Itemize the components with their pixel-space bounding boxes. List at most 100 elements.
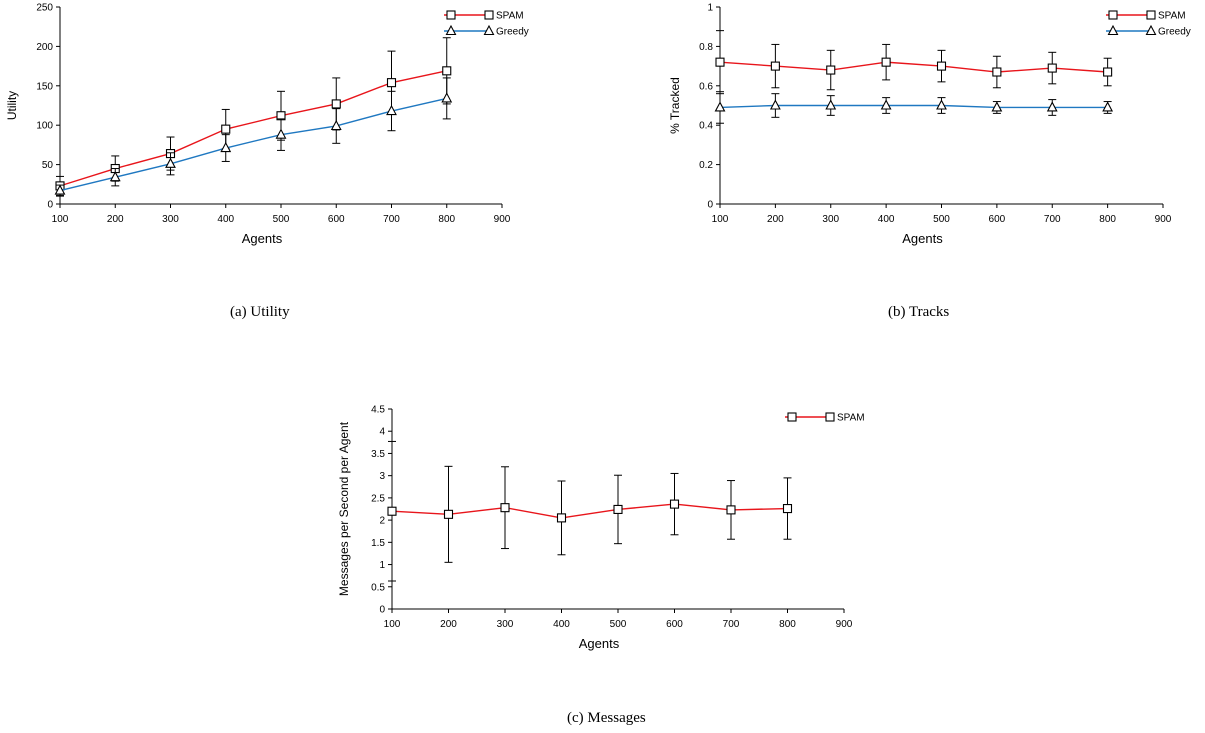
spam-series-line bbox=[59, 70, 447, 187]
greedy-data-point bbox=[109, 171, 121, 182]
greedy-legend-label: Greedy bbox=[1158, 27, 1191, 38]
x-axis-label: Agents bbox=[242, 231, 283, 246]
x-tick-label: 100 bbox=[384, 619, 401, 630]
x-tick-label: 100 bbox=[52, 214, 69, 225]
y-tick-label: 0.2 bbox=[699, 160, 713, 171]
y-tick-label: 0.5 bbox=[371, 582, 385, 593]
x-tick-label: 100 bbox=[712, 214, 729, 225]
x-tick-label: 700 bbox=[723, 619, 740, 630]
caption-tracks: (b) Tracks bbox=[888, 304, 950, 320]
x-tick-label: 800 bbox=[438, 214, 455, 225]
greedy-legend-marker bbox=[483, 24, 495, 36]
greedy-data-point bbox=[275, 128, 287, 139]
y-tick-label: 3.5 bbox=[371, 449, 385, 460]
spam-legend-marker bbox=[484, 10, 494, 20]
y-tick-label: 1 bbox=[379, 560, 385, 571]
spam-data-point bbox=[443, 509, 454, 519]
greedy-data-point bbox=[991, 101, 1003, 112]
spam-legend-marker bbox=[1146, 10, 1156, 20]
greedy-data-point bbox=[330, 119, 342, 131]
x-tick-label: 900 bbox=[494, 214, 511, 225]
y-tick-label: 50 bbox=[42, 160, 54, 171]
spam-legend-label: SPAM bbox=[837, 413, 865, 424]
chart-messages: 0 0.5 1 1.5 2 2.5 3 3.5 4 4.5 100 200 300 400 500 600 70… bbox=[337, 405, 865, 652]
x-axis-label: Agents bbox=[579, 636, 620, 651]
y-tick-label: 3 bbox=[379, 471, 385, 482]
spam-data-point bbox=[386, 78, 397, 88]
x-tick-label: 800 bbox=[779, 619, 796, 630]
spam-legend-marker bbox=[1108, 10, 1118, 20]
x-tick-label: 900 bbox=[1155, 214, 1172, 225]
x-tick-label: 600 bbox=[328, 214, 345, 225]
x-tick-label: 700 bbox=[1044, 214, 1061, 225]
x-tick-label: 600 bbox=[989, 214, 1006, 225]
spam-data-point bbox=[556, 513, 567, 523]
y-tick-label: 0 bbox=[47, 200, 53, 211]
x-tick-label: 400 bbox=[553, 619, 570, 630]
spam-legend-marker bbox=[787, 412, 797, 422]
x-tick-label: 900 bbox=[836, 619, 853, 630]
greedy-legend-marker bbox=[445, 24, 457, 36]
spam-legend-label: SPAM bbox=[496, 11, 524, 22]
greedy-data-point bbox=[165, 157, 176, 168]
chart-utility: 0 50 100 150 200 250 100 200 300 400 500 600 700 800 9… bbox=[5, 3, 529, 247]
y-tick-label: 250 bbox=[36, 3, 53, 14]
x-tick-label: 400 bbox=[878, 214, 895, 225]
x-axis-label: Agents bbox=[902, 231, 943, 246]
spam-data-point bbox=[1103, 67, 1113, 77]
spam-data-point bbox=[221, 124, 231, 134]
spam-series-line bbox=[719, 61, 1108, 73]
x-tick-label: 200 bbox=[440, 619, 457, 630]
greedy-data-point bbox=[825, 99, 837, 110]
spam-data-point bbox=[936, 61, 947, 71]
y-tick-label: 4 bbox=[379, 427, 385, 438]
spam-data-point bbox=[992, 67, 1002, 77]
y-tick-label: 0.6 bbox=[699, 81, 713, 92]
greedy-series-line bbox=[719, 104, 1108, 109]
greedy-data-point bbox=[1046, 101, 1058, 112]
y-axis-label: Messages per Second per Agent bbox=[337, 421, 351, 596]
greedy-data-point bbox=[441, 92, 453, 103]
y-tick-label: 150 bbox=[36, 81, 53, 92]
greedy-data-point bbox=[54, 184, 66, 195]
spam-data-point bbox=[613, 504, 623, 514]
spam-data-point bbox=[715, 57, 725, 67]
greedy-legend-marker bbox=[1145, 24, 1157, 36]
x-tick-label: 300 bbox=[822, 214, 839, 225]
y-tick-label: 0.8 bbox=[699, 42, 713, 53]
x-tick-label: 700 bbox=[383, 214, 400, 225]
x-tick-label: 500 bbox=[610, 619, 627, 630]
y-axis-label: Utility bbox=[5, 91, 19, 120]
greedy-data-point bbox=[936, 99, 947, 110]
spam-data-point bbox=[669, 499, 680, 509]
spam-data-point bbox=[500, 503, 510, 513]
spam-data-point bbox=[442, 66, 452, 76]
caption-messages: (c) Messages bbox=[567, 710, 646, 726]
spam-data-point bbox=[331, 99, 341, 109]
spam-legend-marker bbox=[825, 412, 835, 422]
greedy-data-point bbox=[880, 99, 892, 110]
spam-data-point bbox=[726, 505, 736, 515]
spam-data-point bbox=[1047, 63, 1057, 73]
greedy-data-point bbox=[714, 101, 726, 112]
greedy-series-line bbox=[59, 97, 447, 192]
y-tick-label: 0 bbox=[707, 200, 713, 211]
y-tick-label: 200 bbox=[36, 42, 53, 53]
x-tick-label: 400 bbox=[217, 214, 234, 225]
x-tick-label: 500 bbox=[933, 214, 950, 225]
spam-data-point bbox=[881, 57, 891, 67]
x-tick-label: 600 bbox=[666, 619, 683, 630]
x-tick-label: 200 bbox=[767, 214, 784, 225]
x-tick-label: 300 bbox=[162, 214, 179, 225]
y-tick-label: 4.5 bbox=[371, 405, 385, 416]
spam-legend-label: SPAM bbox=[1158, 11, 1186, 22]
spam-data-point bbox=[387, 506, 397, 516]
y-tick-label: 0.4 bbox=[699, 121, 713, 132]
x-tick-label: 200 bbox=[107, 214, 124, 225]
greedy-data-point bbox=[769, 99, 781, 110]
spam-series-line bbox=[391, 503, 788, 519]
x-tick-label: 800 bbox=[1099, 214, 1116, 225]
caption-utility: (a) Utility bbox=[230, 304, 290, 320]
y-tick-label: 2 bbox=[379, 516, 385, 527]
